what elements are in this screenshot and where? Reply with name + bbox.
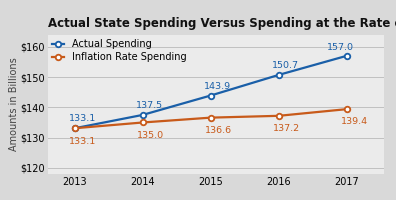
Actual Spending [72,127,77,129]
Text: 136.6: 136.6 [205,126,232,135]
Text: 137.2: 137.2 [273,124,300,133]
Legend: Actual Spending, Inflation Rate Spending: Actual Spending, Inflation Rate Spending [52,39,187,62]
Inflation Rate Spending [276,115,281,117]
Actual Spending [276,74,281,76]
Inflation Rate Spending [208,116,213,119]
Inflation Rate Spending [140,121,145,124]
Text: 133.1: 133.1 [69,137,96,146]
Inflation Rate Spending [72,127,77,129]
Text: 133.1: 133.1 [69,114,96,123]
Text: 137.5: 137.5 [136,101,163,110]
Line: Actual Spending: Actual Spending [72,53,350,131]
Actual Spending [140,114,145,116]
Actual Spending [208,94,213,97]
Text: 135.0: 135.0 [137,131,164,140]
Text: 143.9: 143.9 [204,82,231,91]
Inflation Rate Spending [345,108,349,110]
Actual Spending [345,55,349,57]
Line: Inflation Rate Spending: Inflation Rate Spending [72,106,350,131]
Text: 150.7: 150.7 [272,61,299,70]
Text: 139.4: 139.4 [341,117,368,126]
Text: 157.0: 157.0 [327,43,354,52]
Y-axis label: Amounts in Billions: Amounts in Billions [9,57,19,151]
Text: Actual State Spending Versus Spending at the Rate of Inflation: Actual State Spending Versus Spending at… [48,17,396,30]
